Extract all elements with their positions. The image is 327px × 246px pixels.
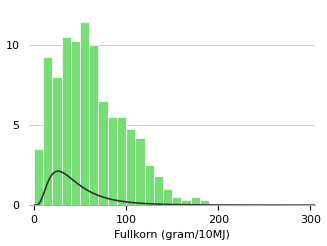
- Bar: [61, 37, 71, 205]
- Bar: [172, 197, 181, 205]
- Bar: [108, 117, 117, 205]
- Bar: [218, 204, 228, 205]
- Bar: [89, 46, 98, 205]
- Bar: [145, 165, 154, 205]
- Bar: [191, 197, 200, 205]
- Bar: [117, 117, 126, 205]
- Bar: [80, 21, 89, 205]
- Bar: [163, 189, 172, 205]
- Bar: [52, 77, 61, 205]
- X-axis label: Fullkorn (gram/10MJ): Fullkorn (gram/10MJ): [114, 231, 230, 240]
- Bar: [126, 128, 135, 205]
- Bar: [154, 176, 163, 205]
- Bar: [181, 200, 191, 205]
- Bar: [43, 57, 52, 205]
- Bar: [71, 41, 80, 205]
- Bar: [34, 149, 43, 205]
- Bar: [135, 138, 145, 205]
- Bar: [98, 101, 108, 205]
- Bar: [200, 200, 209, 205]
